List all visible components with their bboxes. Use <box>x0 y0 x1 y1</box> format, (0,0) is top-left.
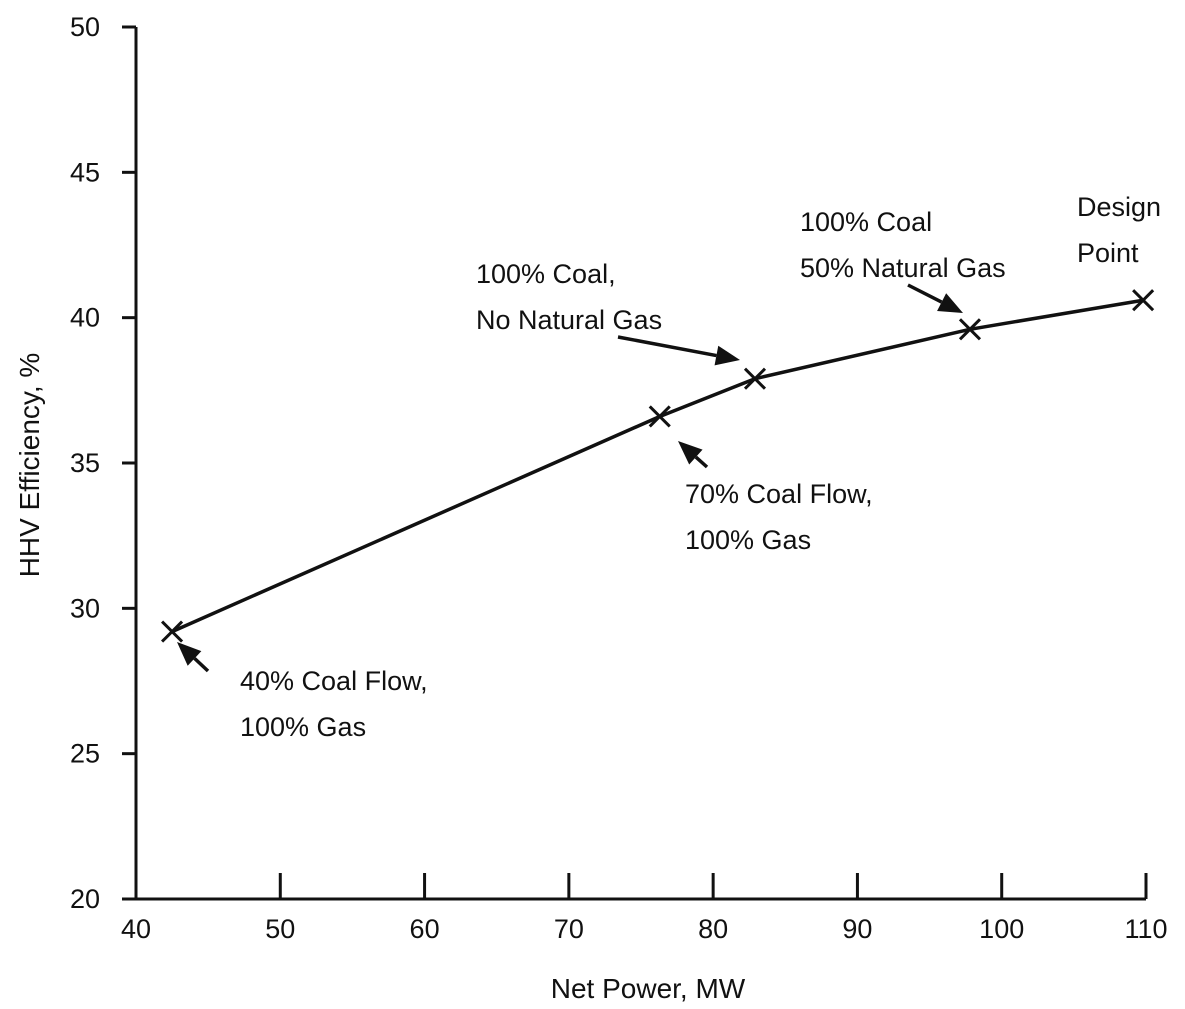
data-point-marker <box>743 367 767 390</box>
annotation-text: Point <box>1077 238 1139 268</box>
y-axis-title: HHV Efficiency, % <box>14 353 45 578</box>
efficiency-line <box>171 298 1144 634</box>
y-tick-label: 45 <box>70 157 100 187</box>
marker-stroke <box>958 318 982 341</box>
annotation-1: 70% Coal Flow, 100% Gas <box>678 441 873 555</box>
annotation-text: No Natural Gas <box>476 305 662 335</box>
x-tick-label: 110 <box>1124 914 1167 944</box>
x-tick-label: 50 <box>265 914 295 944</box>
annotation-arrow-head <box>714 345 740 366</box>
annotation-arrow-shaft <box>907 283 943 304</box>
data-point-marker <box>648 405 671 428</box>
annotation-arrow-shaft <box>617 335 717 358</box>
annotation-arrow-shaft <box>193 657 210 673</box>
annotation-text: 100% Gas <box>240 712 366 742</box>
annotation-text: 100% Coal, <box>476 259 616 289</box>
annotation-arrow-head <box>678 441 703 465</box>
y-tick-label: 35 <box>70 448 100 478</box>
annotation-text: 40% Coal Flow, <box>240 666 428 696</box>
y-tick-label: 40 <box>70 303 100 333</box>
annotation-text: Design <box>1077 192 1161 222</box>
x-tick-label: 40 <box>121 914 151 944</box>
ticks: 20 25 30 35 40 45 50 40 50 60 70 80 90 100 110 <box>70 12 1168 944</box>
x-tick-label: 100 <box>979 914 1024 944</box>
data-point-marker <box>161 620 184 643</box>
annotations: 40% Coal Flow, 100% Gas 70% Coal Flow, 100%… <box>177 192 1161 742</box>
annotation-text: 100% Gas <box>685 525 811 555</box>
data-point-marker <box>958 318 982 341</box>
marker-stroke <box>161 620 184 643</box>
x-tick-label: 70 <box>554 914 584 944</box>
annotation-4: Design Point <box>1077 192 1161 268</box>
x-tick-label: 60 <box>410 914 440 944</box>
annotation-arrow-head <box>177 642 202 666</box>
marker-stroke <box>1132 289 1155 312</box>
y-tick-label: 30 <box>70 593 100 623</box>
annotation-arrow-head <box>937 293 963 313</box>
annotation-text: 100% Coal <box>800 207 932 237</box>
annotation-2: 100% Coal, No Natural Gas <box>476 259 740 366</box>
marker-stroke <box>743 367 767 390</box>
y-tick-label: 20 <box>70 884 100 914</box>
marker-stroke <box>648 405 671 428</box>
annotation-0: 40% Coal Flow, 100% Gas <box>177 642 428 742</box>
x-axis-title: Net Power, MW <box>551 973 746 1004</box>
annotation-arrow-shaft <box>694 455 709 469</box>
data-point-marker <box>1132 289 1155 312</box>
x-tick-label: 90 <box>842 914 872 944</box>
annotation-text: 70% Coal Flow, <box>685 479 873 509</box>
y-tick-label: 50 <box>70 12 100 42</box>
axes <box>134 27 1146 901</box>
series <box>161 289 1155 643</box>
annotation-3: 100% Coal 50% Natural Gas <box>800 207 1006 313</box>
y-tick-label: 25 <box>70 739 100 769</box>
annotation-text: 50% Natural Gas <box>800 253 1006 283</box>
x-tick-label: 80 <box>698 914 728 944</box>
